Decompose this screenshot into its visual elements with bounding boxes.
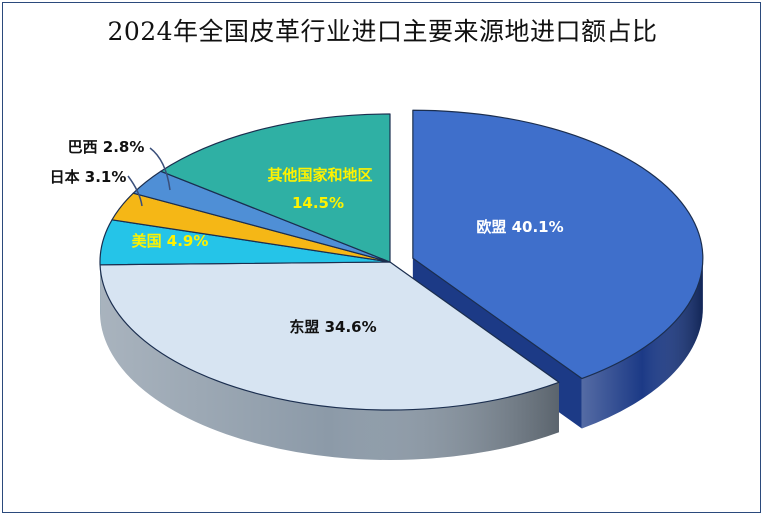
slice-other: [160, 113, 391, 263]
leader-line-brazil: [149, 147, 171, 191]
slice-eu-side-shade: [581, 258, 703, 429]
leader-line-japan: [127, 175, 143, 207]
slice-label-brazil: 巴西 2.8%: [68, 138, 145, 156]
chart-title: 2024年全国皮革行业进口主要来源地进口额占比: [107, 17, 658, 46]
slice-label-asean: 东盟 34.6%: [289, 318, 376, 336]
slice-label-japan: 日本 3.1%: [50, 168, 127, 186]
slice-label-usa: 美国 4.9%: [132, 232, 209, 250]
slice-label-eu: 欧盟 40.1%: [476, 218, 563, 236]
slice-label-other-value: 14.5%: [292, 194, 344, 212]
slice-asean: [99, 261, 560, 411]
slice-asean-side-shade: [100, 264, 559, 460]
slice-label-other-name: 其他国家和地区: [267, 166, 372, 184]
slice-eu: [412, 109, 704, 380]
